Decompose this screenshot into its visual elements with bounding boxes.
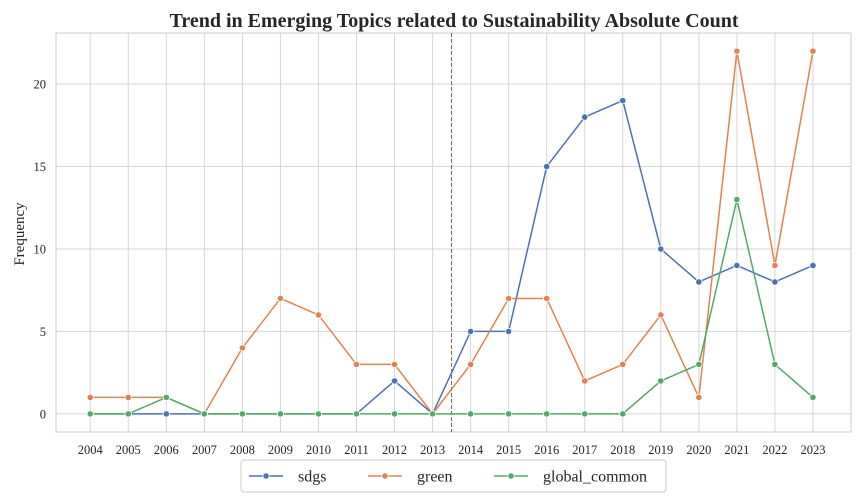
x-tick-label: 2016 <box>534 443 559 457</box>
data-point-sdgs <box>162 410 170 418</box>
x-tick-label: 2006 <box>154 443 179 457</box>
data-point-global_common <box>657 377 665 385</box>
legend-label: sdgs <box>298 469 326 486</box>
data-point-global_common <box>276 410 285 418</box>
x-tick-label: 2014 <box>458 443 484 457</box>
data-point-green <box>86 393 94 401</box>
y-axis-title: Frequency <box>12 202 28 266</box>
data-point-sdgs <box>467 327 475 336</box>
x-tick-label: 2021 <box>724 443 749 457</box>
data-point-sdgs <box>505 327 513 336</box>
legend-entry-global_common: global_common <box>494 469 647 486</box>
data-point-green <box>771 261 779 270</box>
data-point-global_common <box>543 410 551 418</box>
data-point-sdgs <box>543 162 551 171</box>
chart-title: Trend in Emerging Topics related to Sust… <box>170 10 739 32</box>
data-point-sdgs <box>771 278 779 286</box>
x-tick-label: 2019 <box>648 443 673 457</box>
y-tick-label: 0 <box>40 407 46 421</box>
data-point-global_common <box>238 410 246 418</box>
x-tick-label: 2020 <box>686 443 711 457</box>
x-tick-label: 2009 <box>268 443 293 457</box>
legend-box <box>240 459 667 493</box>
x-tick-label: 2015 <box>496 443 521 457</box>
x-tick-label: 2013 <box>420 443 445 457</box>
tick-layer: 2004 2005 2006 2007 2008 2009 2010 2011 2012 2013… <box>34 78 826 457</box>
x-tick-label: 2008 <box>230 443 255 457</box>
data-point-green <box>390 360 399 369</box>
x-tick-label: 2007 <box>192 443 217 457</box>
data-point-green <box>238 344 246 352</box>
x-tick-label: 2018 <box>610 443 635 457</box>
data-point-green <box>809 47 817 55</box>
plot-frame <box>55 32 852 433</box>
data-point-green <box>505 294 513 303</box>
legend-label: global_common <box>543 469 647 486</box>
data-point-global_common <box>733 195 741 204</box>
legend: sdgs green global_common <box>240 459 667 493</box>
y-tick-label: 5 <box>40 325 46 339</box>
data-point-green <box>581 377 589 385</box>
data-point-sdgs <box>809 261 817 270</box>
x-tick-label: 2004 <box>78 443 104 457</box>
x-tick-label: 2023 <box>800 443 825 457</box>
legend-swatch-marker <box>381 472 389 480</box>
data-point-green <box>276 294 285 303</box>
data-point-sdgs <box>695 278 703 286</box>
data-point-global_common <box>162 393 170 401</box>
x-tick-label: 2005 <box>116 443 141 457</box>
data-point-global_common <box>505 410 513 418</box>
data-point-global_common <box>619 410 627 418</box>
series-global_common <box>86 195 817 418</box>
data-point-global_common <box>390 410 399 418</box>
data-point-sdgs <box>390 377 399 385</box>
x-tick-label: 2011 <box>344 443 369 457</box>
data-point-green <box>467 360 475 369</box>
grid-layer <box>56 33 851 432</box>
legend-entry-sdgs: sdgs <box>249 469 326 486</box>
data-point-global_common <box>467 410 475 418</box>
legend-label: green <box>417 469 453 486</box>
data-point-global_common <box>200 410 208 418</box>
data-point-global_common <box>581 410 589 418</box>
legend-swatch-marker <box>262 472 270 480</box>
x-tick-label: 2012 <box>382 443 407 457</box>
series-line-green <box>90 50 814 415</box>
data-point-global_common <box>809 393 817 401</box>
x-tick-label: 2022 <box>762 443 787 457</box>
data-point-sdgs <box>619 96 627 105</box>
data-point-green <box>314 311 323 319</box>
data-point-green <box>619 360 627 369</box>
y-tick-label: 20 <box>34 78 47 92</box>
y-tick-label: 15 <box>34 160 47 174</box>
x-tick-label: 2010 <box>306 443 331 457</box>
data-point-sdgs <box>657 245 665 253</box>
x-tick-label: 2017 <box>572 443 597 457</box>
data-point-global_common <box>86 410 94 418</box>
data-point-global_common <box>428 410 437 418</box>
data-point-green <box>352 360 361 369</box>
series-layer <box>86 47 817 418</box>
data-point-global_common <box>124 410 132 418</box>
data-point-green <box>657 311 665 319</box>
legend-swatch-marker <box>507 472 515 480</box>
legend-entry-green: green <box>368 469 453 486</box>
y-tick-label: 10 <box>34 242 47 256</box>
data-point-sdgs <box>733 261 741 270</box>
data-point-green <box>733 47 741 55</box>
data-point-global_common <box>695 360 703 369</box>
series-line-global_common <box>90 198 814 415</box>
data-point-green <box>695 393 703 401</box>
data-point-green <box>543 294 551 303</box>
data-point-sdgs <box>581 113 589 121</box>
data-point-global_common <box>352 410 361 418</box>
data-point-global_common <box>314 410 323 418</box>
data-point-green <box>124 393 132 401</box>
data-point-global_common <box>771 360 779 369</box>
